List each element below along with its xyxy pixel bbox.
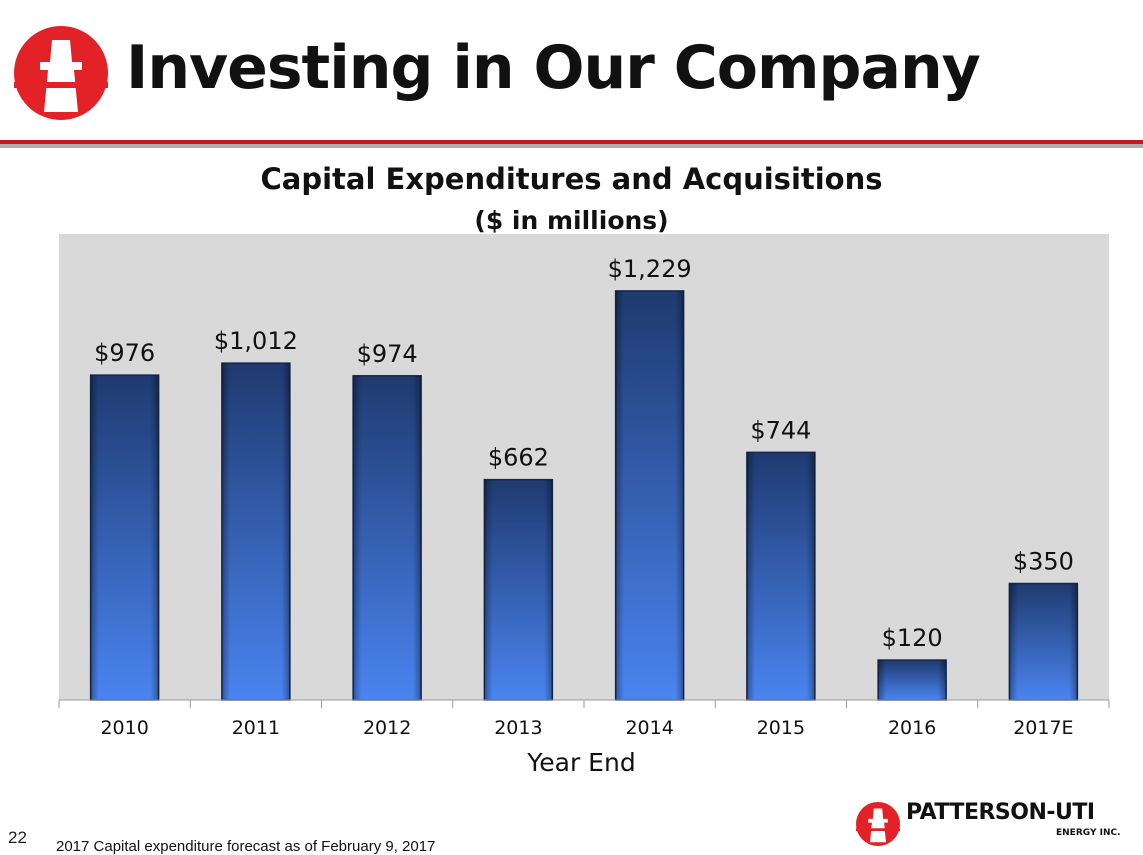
- data-label-2010: $976: [94, 339, 155, 367]
- bar-shading-2017E: [1009, 583, 1078, 700]
- chart-title: Capital Expenditures and Acquisitions: [260, 162, 883, 196]
- brand-logo: PATTERSON-UTI ENERGY INC.: [856, 798, 1136, 848]
- x-tick-label-2015: 2015: [757, 717, 805, 739]
- x-tick-label-2016: 2016: [888, 717, 936, 739]
- bar-chart: $976 $1,012 $974 $662 $1,229 $744 $120 $350 201…: [58, 234, 1110, 739]
- derrick-logo-icon: [14, 26, 108, 120]
- chart-subtitle: ($ in millions): [474, 206, 669, 235]
- x-axis-title: Year End: [527, 748, 636, 777]
- page-title: Investing in Our Company: [126, 33, 981, 103]
- data-label-2013: $662: [488, 444, 549, 472]
- x-tick-label-2014: 2014: [625, 717, 673, 739]
- data-label-2017E: $350: [1013, 548, 1074, 576]
- bar-shading-2011: [221, 363, 290, 700]
- x-tick-label-2013: 2013: [494, 717, 542, 739]
- plot-area: [59, 234, 1109, 700]
- x-tick-label-2017E: 2017E: [1013, 717, 1073, 739]
- brand-name: PATTERSON-UTI: [906, 800, 1095, 825]
- header-divider-gray: [0, 144, 1143, 148]
- header-divider-red: [0, 140, 1143, 144]
- x-tick-label-2010: 2010: [100, 717, 148, 739]
- data-label-2014: $1,229: [608, 255, 692, 283]
- brand-subtitle: ENERGY INC.: [1056, 828, 1121, 838]
- bar-shading-2014: [615, 290, 684, 700]
- x-tick-label-2012: 2012: [363, 717, 411, 739]
- x-tick-label-2011: 2011: [232, 717, 280, 739]
- bar-shading-2013: [484, 479, 553, 700]
- page-number: 22: [8, 828, 27, 847]
- data-label-2015: $744: [750, 416, 811, 444]
- bar-shading-2010: [90, 375, 159, 700]
- bar-shading-2015: [746, 452, 815, 700]
- derrick-logo-icon: [856, 802, 900, 846]
- bar-shading-2012: [353, 375, 422, 700]
- data-label-2011: $1,012: [214, 327, 298, 355]
- data-label-2012: $974: [357, 340, 418, 368]
- bar-shading-2016: [878, 660, 947, 700]
- footnote: 2017 Capital expenditure forecast as of …: [56, 838, 436, 855]
- data-label-2016: $120: [882, 624, 943, 652]
